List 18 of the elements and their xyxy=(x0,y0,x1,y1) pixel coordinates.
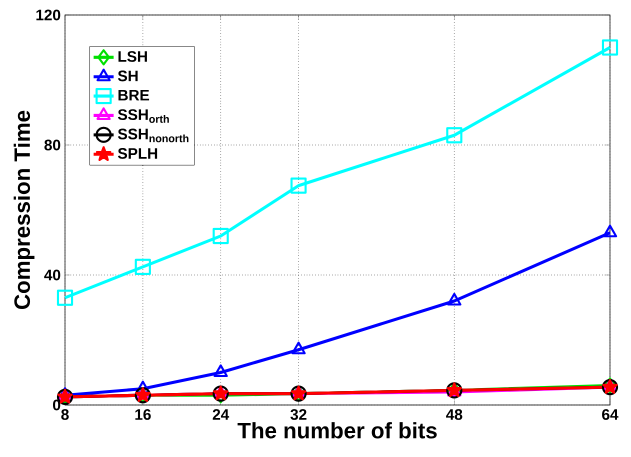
y-axis-title: Compression Time xyxy=(14,110,34,310)
legend-label: SPLH xyxy=(118,148,158,159)
x-tick-label: 48 xyxy=(446,409,462,420)
x-tick-label: 64 xyxy=(602,409,618,420)
x-tick-label: 16 xyxy=(135,409,151,420)
y-tick-label: 40 xyxy=(44,270,60,280)
y-tick-label: 120 xyxy=(36,10,60,20)
legend-label: SSH$_{nonorth}$ xyxy=(118,128,188,142)
y-tick-label: 80 xyxy=(44,140,60,150)
legend-label: SSH$_{orth}$ xyxy=(118,109,169,123)
legend-label: SH xyxy=(118,70,138,82)
legend-label: BRE xyxy=(118,90,150,100)
y-tick-label: 0 xyxy=(53,400,60,410)
x-tick-label: 24 xyxy=(212,409,230,420)
x-tick-label: 8 xyxy=(61,409,69,420)
x-tick-label: 32 xyxy=(290,409,306,420)
legend-label: LSH xyxy=(118,51,147,62)
x-axis-title: The number of bits xyxy=(238,422,437,438)
